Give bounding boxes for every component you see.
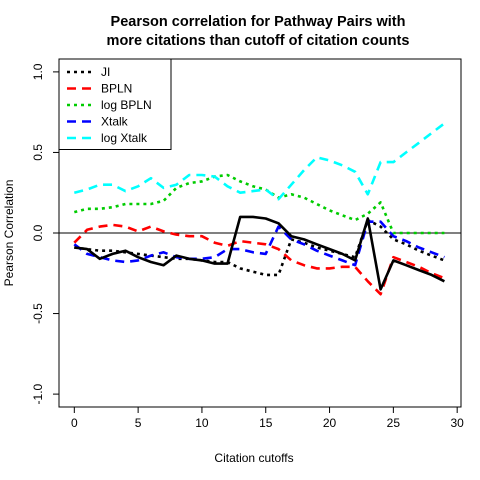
x-tick-label: 5 [135,416,142,430]
x-axis-label: Citation cutoffs [214,451,293,465]
x-axis: 0 5 10 15 20 25 30 [71,406,464,430]
legend-label: Xtalk [101,115,129,129]
legend-label: BPLN [101,82,132,96]
legend: JI BPLN log BPLN Xtalk log Xtalk [58,58,172,150]
legend-label: JI [101,65,110,79]
legend-label: log BPLN [101,98,152,112]
y-axis: -1.0 -0.5 0.0 0.5 1.0 [31,63,60,404]
chart-title-line-2: more citations than cutoff of citation c… [107,33,410,49]
y-tick-label: 1.0 [31,63,45,80]
series-line-log-xtalk [73,122,446,201]
series-layer [73,122,446,296]
x-tick-label: 25 [387,416,401,430]
y-tick-label: -0.5 [31,303,45,324]
series-line-unlabeled-5 [74,215,445,291]
x-tick-label: 10 [195,416,209,430]
y-tick-label: 0.5 [31,144,45,161]
chart-title-line-1: Pearson correlation for Pathway Pairs wi… [111,14,406,30]
series-line-bpln [73,223,445,296]
legend-box [58,58,172,150]
x-tick-label: 20 [323,416,337,430]
x-tick-label: 30 [450,416,464,430]
series-line-xtalk [73,220,445,267]
x-tick-label: 0 [71,416,78,430]
y-tick-label: -1.0 [31,383,45,404]
y-tick-label: 0.0 [31,224,45,241]
y-axis-label: Pearson Correlation [2,180,16,287]
legend-label: log Xtalk [101,131,148,145]
series-line-log-bpln [73,173,445,235]
x-tick-label: 15 [259,416,273,430]
